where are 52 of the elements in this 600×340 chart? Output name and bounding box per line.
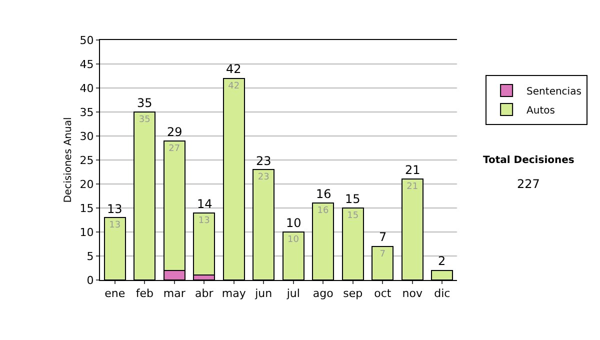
total-label: 35 [137,96,152,110]
data-label: 15 [347,211,359,221]
y-axis-title: Decisiones Anual [62,117,74,203]
x-tick-label: abr [195,287,214,300]
y-tick-label: 50 [80,34,94,47]
text: Total Decisiones [483,155,574,166]
data-label: 23 [258,172,270,183]
data-label: 13 [109,220,121,231]
y-tick-label: 35 [80,106,94,119]
total-label: 23 [256,154,272,168]
data-label: 7 [380,249,386,260]
total-label: 16 [316,187,332,201]
text: 227 [517,177,540,191]
data-label: 35 [138,115,150,125]
total-label: 42 [226,62,242,76]
y-tick-label: 45 [80,58,94,71]
x-tick-label: nov [402,287,423,300]
legend-label: Sentencias [526,86,582,98]
x-tick-label: ago [312,287,334,300]
legend-label: Autos [526,105,555,116]
total-label: 2 [438,254,446,268]
y-tick-label: 5 [86,250,94,263]
data-label: 42 [228,81,240,92]
total-label: 15 [345,192,360,206]
total-label: 10 [286,216,302,230]
data-label: 27 [168,144,180,154]
y-tick-label: 25 [80,154,94,167]
total-label: 21 [405,163,420,177]
y-tick-label: 0 [86,274,94,287]
y-tick-label: 10 [80,226,94,239]
x-tick-label: feb [136,287,154,300]
x-tick-label: oct [374,287,392,300]
data-label: 16 [317,206,329,216]
total-label: 13 [107,202,122,216]
x-tick-label: ene [104,287,126,300]
data-label: 13 [198,216,210,226]
x-tick-label: jul [286,287,300,300]
x-tick-label: may [222,287,246,300]
data-label: 10 [288,235,300,245]
data-label: 21 [406,182,418,192]
x-tick-label: sep [343,287,363,300]
x-tick-label: mar [163,287,186,300]
y-tick-label: 30 [80,130,94,143]
y-tick-label: 20 [80,178,94,191]
total-label: 14 [197,197,212,211]
x-tick-label: dic [434,287,450,300]
bar [193,212,216,276]
y-tick-label: 40 [80,82,94,95]
x-tick-label: jun [254,287,272,300]
total-label: 7 [379,230,387,244]
y-tick-label: 15 [80,202,94,215]
total-label: 29 [167,125,182,139]
